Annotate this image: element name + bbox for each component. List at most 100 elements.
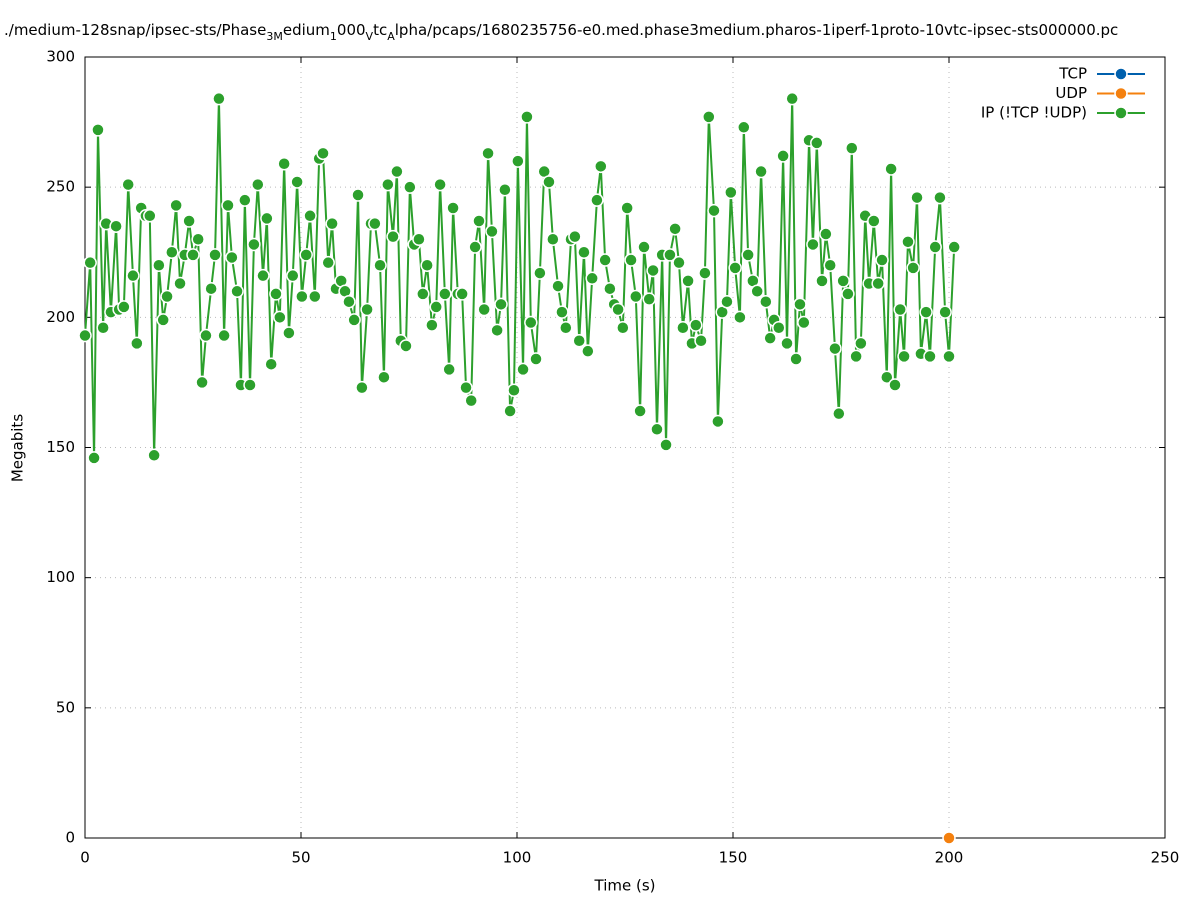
data-point xyxy=(854,336,868,351)
legend-label: TCP xyxy=(1058,65,1087,83)
data-point xyxy=(646,263,660,278)
data-point xyxy=(152,258,166,273)
data-point xyxy=(897,349,911,364)
title-part: V xyxy=(366,30,374,43)
data-point xyxy=(368,216,382,231)
data-point xyxy=(416,287,430,301)
y-tick-label: 250 xyxy=(46,178,75,196)
data-point xyxy=(689,318,703,332)
data-point xyxy=(169,198,183,213)
data-point xyxy=(884,162,898,176)
data-point xyxy=(759,294,773,309)
data-point xyxy=(516,362,530,377)
x-tick-label: 50 xyxy=(291,849,310,867)
data-point xyxy=(286,268,300,283)
title-part: tc xyxy=(373,21,387,39)
data-point xyxy=(355,380,369,395)
data-point xyxy=(221,198,235,213)
data-point xyxy=(511,154,525,168)
data-point xyxy=(828,341,842,356)
data-point xyxy=(750,284,764,299)
data-point xyxy=(733,310,747,325)
data-point xyxy=(191,232,205,246)
data-point xyxy=(938,305,952,319)
data-point xyxy=(446,201,460,215)
data-point xyxy=(754,164,768,179)
data-point xyxy=(629,289,643,304)
y-tick-label: 150 xyxy=(46,438,75,456)
data-point xyxy=(373,258,387,273)
data-point xyxy=(442,362,456,377)
data-point xyxy=(321,255,335,270)
data-point xyxy=(875,253,889,267)
data-point xyxy=(91,123,105,137)
x-tick-label: 100 xyxy=(503,849,532,867)
data-point xyxy=(490,323,504,338)
title-part: 3M xyxy=(266,30,283,43)
data-point xyxy=(351,188,365,202)
data-point xyxy=(624,253,638,267)
data-point xyxy=(173,276,187,291)
data-point xyxy=(668,222,682,236)
x-tick-label: 250 xyxy=(1151,849,1180,867)
data-point xyxy=(590,193,604,207)
data-point xyxy=(264,357,278,371)
data-point xyxy=(819,227,833,241)
data-point xyxy=(906,261,920,275)
data-point xyxy=(386,229,400,244)
data-point xyxy=(182,214,196,228)
data-point xyxy=(308,289,322,304)
data-point xyxy=(277,156,291,171)
data-point xyxy=(676,320,690,335)
y-tick-label: 50 xyxy=(56,698,75,716)
data-point xyxy=(663,248,677,262)
title-part: 000 xyxy=(337,21,366,39)
data-point xyxy=(325,216,339,231)
data-point xyxy=(772,320,786,335)
data-point xyxy=(494,297,508,312)
data-point xyxy=(186,248,200,262)
data-point xyxy=(823,258,837,273)
data-point xyxy=(87,451,101,465)
y-tick-label: 100 xyxy=(46,568,75,586)
data-point xyxy=(260,211,274,226)
data-point xyxy=(199,328,213,343)
data-point xyxy=(399,339,413,353)
title-part: A xyxy=(387,30,395,43)
x-tick-label: 200 xyxy=(935,849,964,867)
data-point xyxy=(919,305,933,319)
data-point xyxy=(238,193,252,207)
y-tick-label: 200 xyxy=(46,308,75,326)
data-point xyxy=(403,180,417,194)
data-point xyxy=(464,393,478,408)
data-point xyxy=(611,302,625,317)
data-point xyxy=(381,177,395,192)
data-point xyxy=(810,136,824,150)
data-point xyxy=(637,240,651,254)
data-point xyxy=(156,313,170,327)
data-point xyxy=(776,149,790,163)
data-point xyxy=(109,219,123,233)
data-point xyxy=(143,209,157,223)
data-point xyxy=(165,245,179,259)
data-point xyxy=(147,448,161,463)
data-point xyxy=(928,240,942,254)
data-point xyxy=(121,177,135,192)
data-point xyxy=(711,414,725,429)
data-point xyxy=(130,336,144,351)
data-point xyxy=(893,302,907,317)
data-point xyxy=(763,331,777,345)
legend-marker xyxy=(1114,106,1128,120)
y-axis-label: Megabits xyxy=(9,414,27,482)
data-point xyxy=(546,232,560,246)
data-point xyxy=(485,224,499,239)
y-tick-label: 0 xyxy=(65,829,75,847)
data-point xyxy=(83,255,97,270)
data-point xyxy=(360,302,374,317)
data-point xyxy=(947,240,961,254)
legend-marker xyxy=(1114,67,1128,81)
data-point xyxy=(728,261,742,275)
data-point xyxy=(126,268,140,283)
data-point xyxy=(702,110,716,124)
x-tick-label: 150 xyxy=(719,849,748,867)
